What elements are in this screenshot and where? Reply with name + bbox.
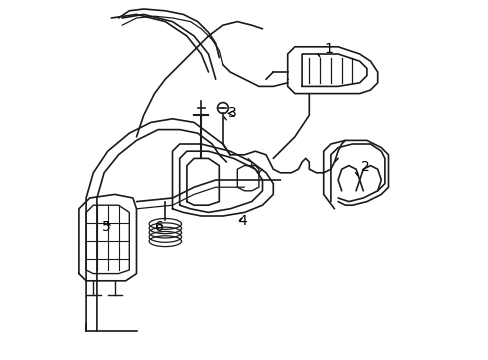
Text: 5: 5 bbox=[102, 220, 110, 234]
Text: 1: 1 bbox=[317, 42, 333, 57]
Text: 4: 4 bbox=[238, 215, 246, 228]
Text: 6: 6 bbox=[155, 220, 164, 234]
Text: 2: 2 bbox=[355, 161, 369, 176]
Text: 3: 3 bbox=[224, 107, 236, 120]
